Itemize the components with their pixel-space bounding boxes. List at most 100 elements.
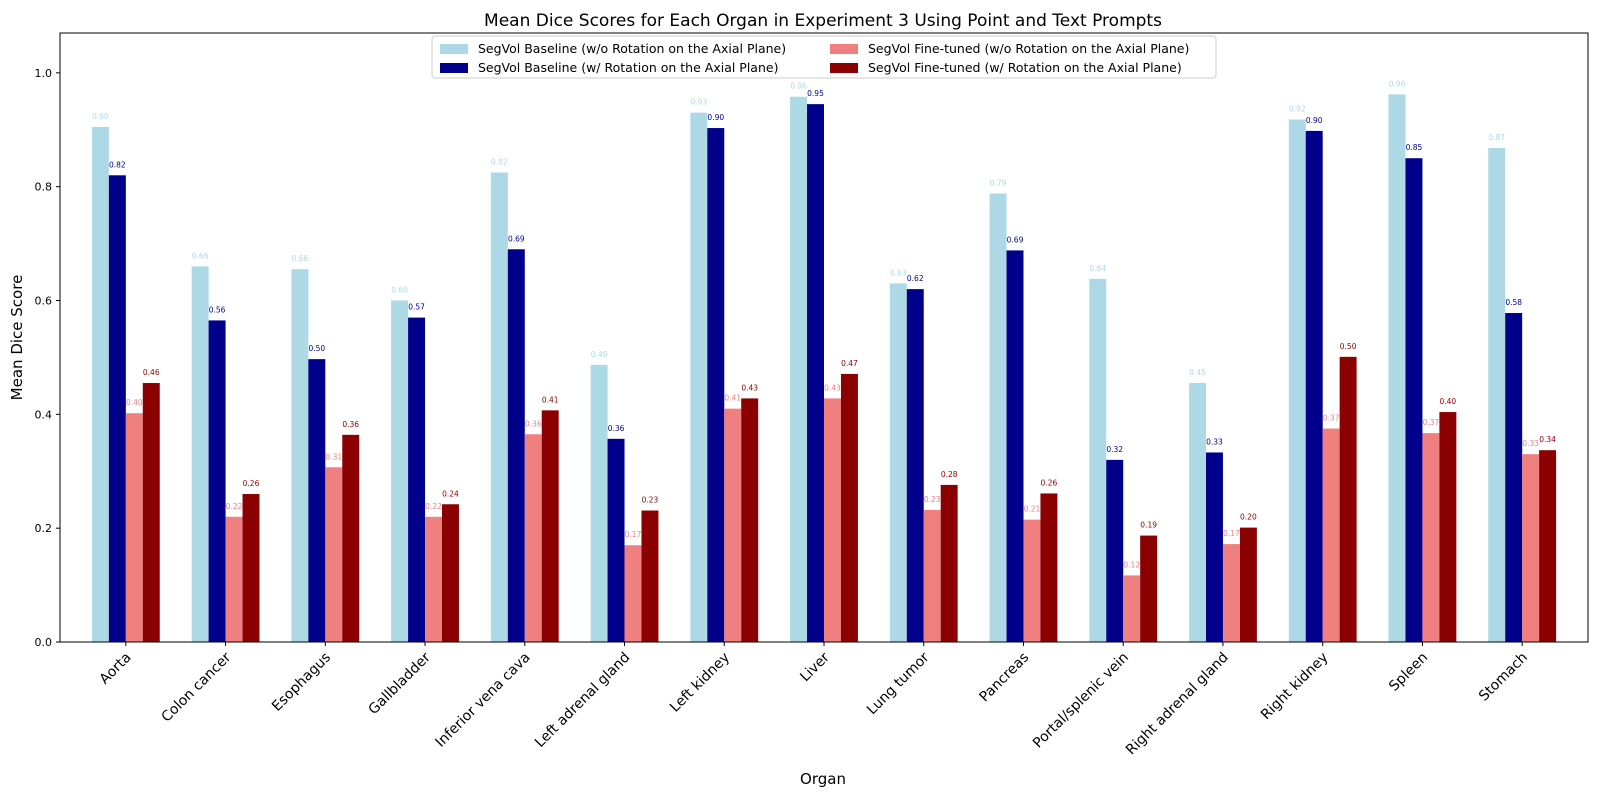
- bar: [308, 359, 326, 642]
- bar: [989, 193, 1007, 642]
- plot-frame: [59, 32, 1589, 643]
- bar: [1488, 147, 1506, 642]
- x-tick-label: Portal/splenic vein: [1030, 650, 1132, 752]
- bar: [824, 398, 841, 642]
- data-label: 0.33: [1522, 439, 1539, 448]
- bar: [541, 410, 559, 642]
- bar: [125, 413, 143, 642]
- data-label: 0.79: [990, 179, 1007, 188]
- x-tick-label: Liver: [797, 649, 833, 685]
- bar: [590, 364, 608, 642]
- y-tick-label: 0.0: [35, 636, 53, 649]
- bar: [1388, 94, 1406, 642]
- data-label: 0.22: [425, 502, 442, 511]
- data-label: 0.85: [1406, 143, 1423, 152]
- bar: [325, 467, 343, 642]
- bar: [1140, 535, 1158, 642]
- legend-swatch: [440, 44, 468, 54]
- bar: [191, 266, 209, 642]
- legend-box: [431, 35, 1217, 79]
- data-label: 0.57: [408, 303, 425, 312]
- bar: [490, 172, 508, 643]
- bar: [840, 373, 858, 642]
- bar: [1106, 459, 1124, 642]
- data-label: 0.40: [1440, 397, 1457, 406]
- bar: [1089, 278, 1107, 642]
- data-label: 0.17: [1223, 529, 1240, 538]
- data-label: 0.41: [542, 395, 559, 404]
- data-label: 0.24: [442, 489, 459, 498]
- bar: [507, 249, 525, 642]
- data-label: 0.23: [642, 496, 659, 505]
- bar: [923, 509, 941, 642]
- bar: [889, 283, 907, 642]
- bar: [1305, 130, 1323, 642]
- data-label: 0.41: [724, 394, 741, 403]
- data-label: 0.96: [1389, 79, 1406, 88]
- chart-title: Mean Dice Scores for Each Organ in Exper…: [484, 11, 1162, 31]
- bar: [1189, 383, 1206, 642]
- bar: [1405, 158, 1423, 642]
- data-label: 0.62: [907, 274, 924, 283]
- data-label: 0.63: [890, 268, 907, 277]
- x-tick-label: Stomach: [1476, 650, 1531, 705]
- bar: [1539, 450, 1557, 642]
- x-tick-label: Colon cancer: [158, 649, 234, 725]
- data-label: 0.28: [941, 470, 958, 479]
- data-label: 0.49: [591, 350, 608, 359]
- bar: [1288, 119, 1306, 642]
- data-label: 0.90: [1306, 116, 1323, 125]
- y-tick-label: 0.8: [35, 181, 53, 194]
- legend-label: SegVol Baseline (w/ Rotation on the Axia…: [478, 60, 778, 75]
- data-label: 0.32: [1106, 445, 1123, 454]
- data-label: 0.50: [1340, 342, 1357, 351]
- bar: [442, 504, 459, 642]
- y-tick-label: 1.0: [35, 67, 53, 80]
- bar: [1023, 519, 1041, 642]
- bar: [906, 289, 924, 642]
- bar: [142, 383, 160, 642]
- bar: [208, 320, 226, 642]
- data-label: 0.93: [690, 98, 707, 107]
- data-label: 0.17: [625, 530, 642, 539]
- data-label: 0.37: [1423, 418, 1440, 427]
- data-label: 0.87: [1488, 133, 1505, 142]
- bar: [1123, 575, 1141, 642]
- legend: SegVol Baseline (w/o Rotation on the Axi…: [431, 35, 1217, 79]
- bar: [707, 128, 725, 642]
- data-label: 0.43: [824, 383, 841, 392]
- y-tick-label: 0.6: [35, 295, 53, 308]
- data-label: 0.36: [525, 419, 542, 428]
- x-tick-label: Lung tumor: [864, 649, 933, 718]
- data-label: 0.34: [1539, 435, 1556, 444]
- bar: [425, 516, 442, 642]
- bar: [1006, 250, 1024, 642]
- bar: [724, 408, 742, 642]
- bar: [408, 317, 426, 642]
- bar: [242, 494, 260, 642]
- data-label: 0.12: [1123, 560, 1140, 569]
- bar: [641, 510, 659, 642]
- data-label: 0.92: [1289, 105, 1306, 114]
- bar: [624, 545, 642, 642]
- bar: [342, 434, 360, 642]
- x-tick-label: Esophagus: [269, 650, 334, 715]
- bar: [1505, 313, 1523, 642]
- x-tick-label: Right adrenal gland: [1123, 650, 1232, 759]
- bar: [741, 398, 759, 642]
- x-tick-label: Gallbladder: [365, 649, 434, 718]
- legend-swatch: [440, 63, 468, 73]
- bar: [1239, 527, 1257, 642]
- data-label: 0.56: [209, 305, 226, 314]
- bar: [790, 96, 808, 643]
- legend-swatch: [830, 63, 858, 73]
- bar: [108, 175, 126, 642]
- data-label: 0.22: [226, 502, 243, 511]
- bar: [690, 112, 708, 642]
- x-tick-label: Aorta: [97, 650, 135, 688]
- bar: [1206, 452, 1223, 642]
- x-tick-label: Inferior vena cava: [433, 650, 534, 751]
- data-label: 0.82: [109, 160, 126, 169]
